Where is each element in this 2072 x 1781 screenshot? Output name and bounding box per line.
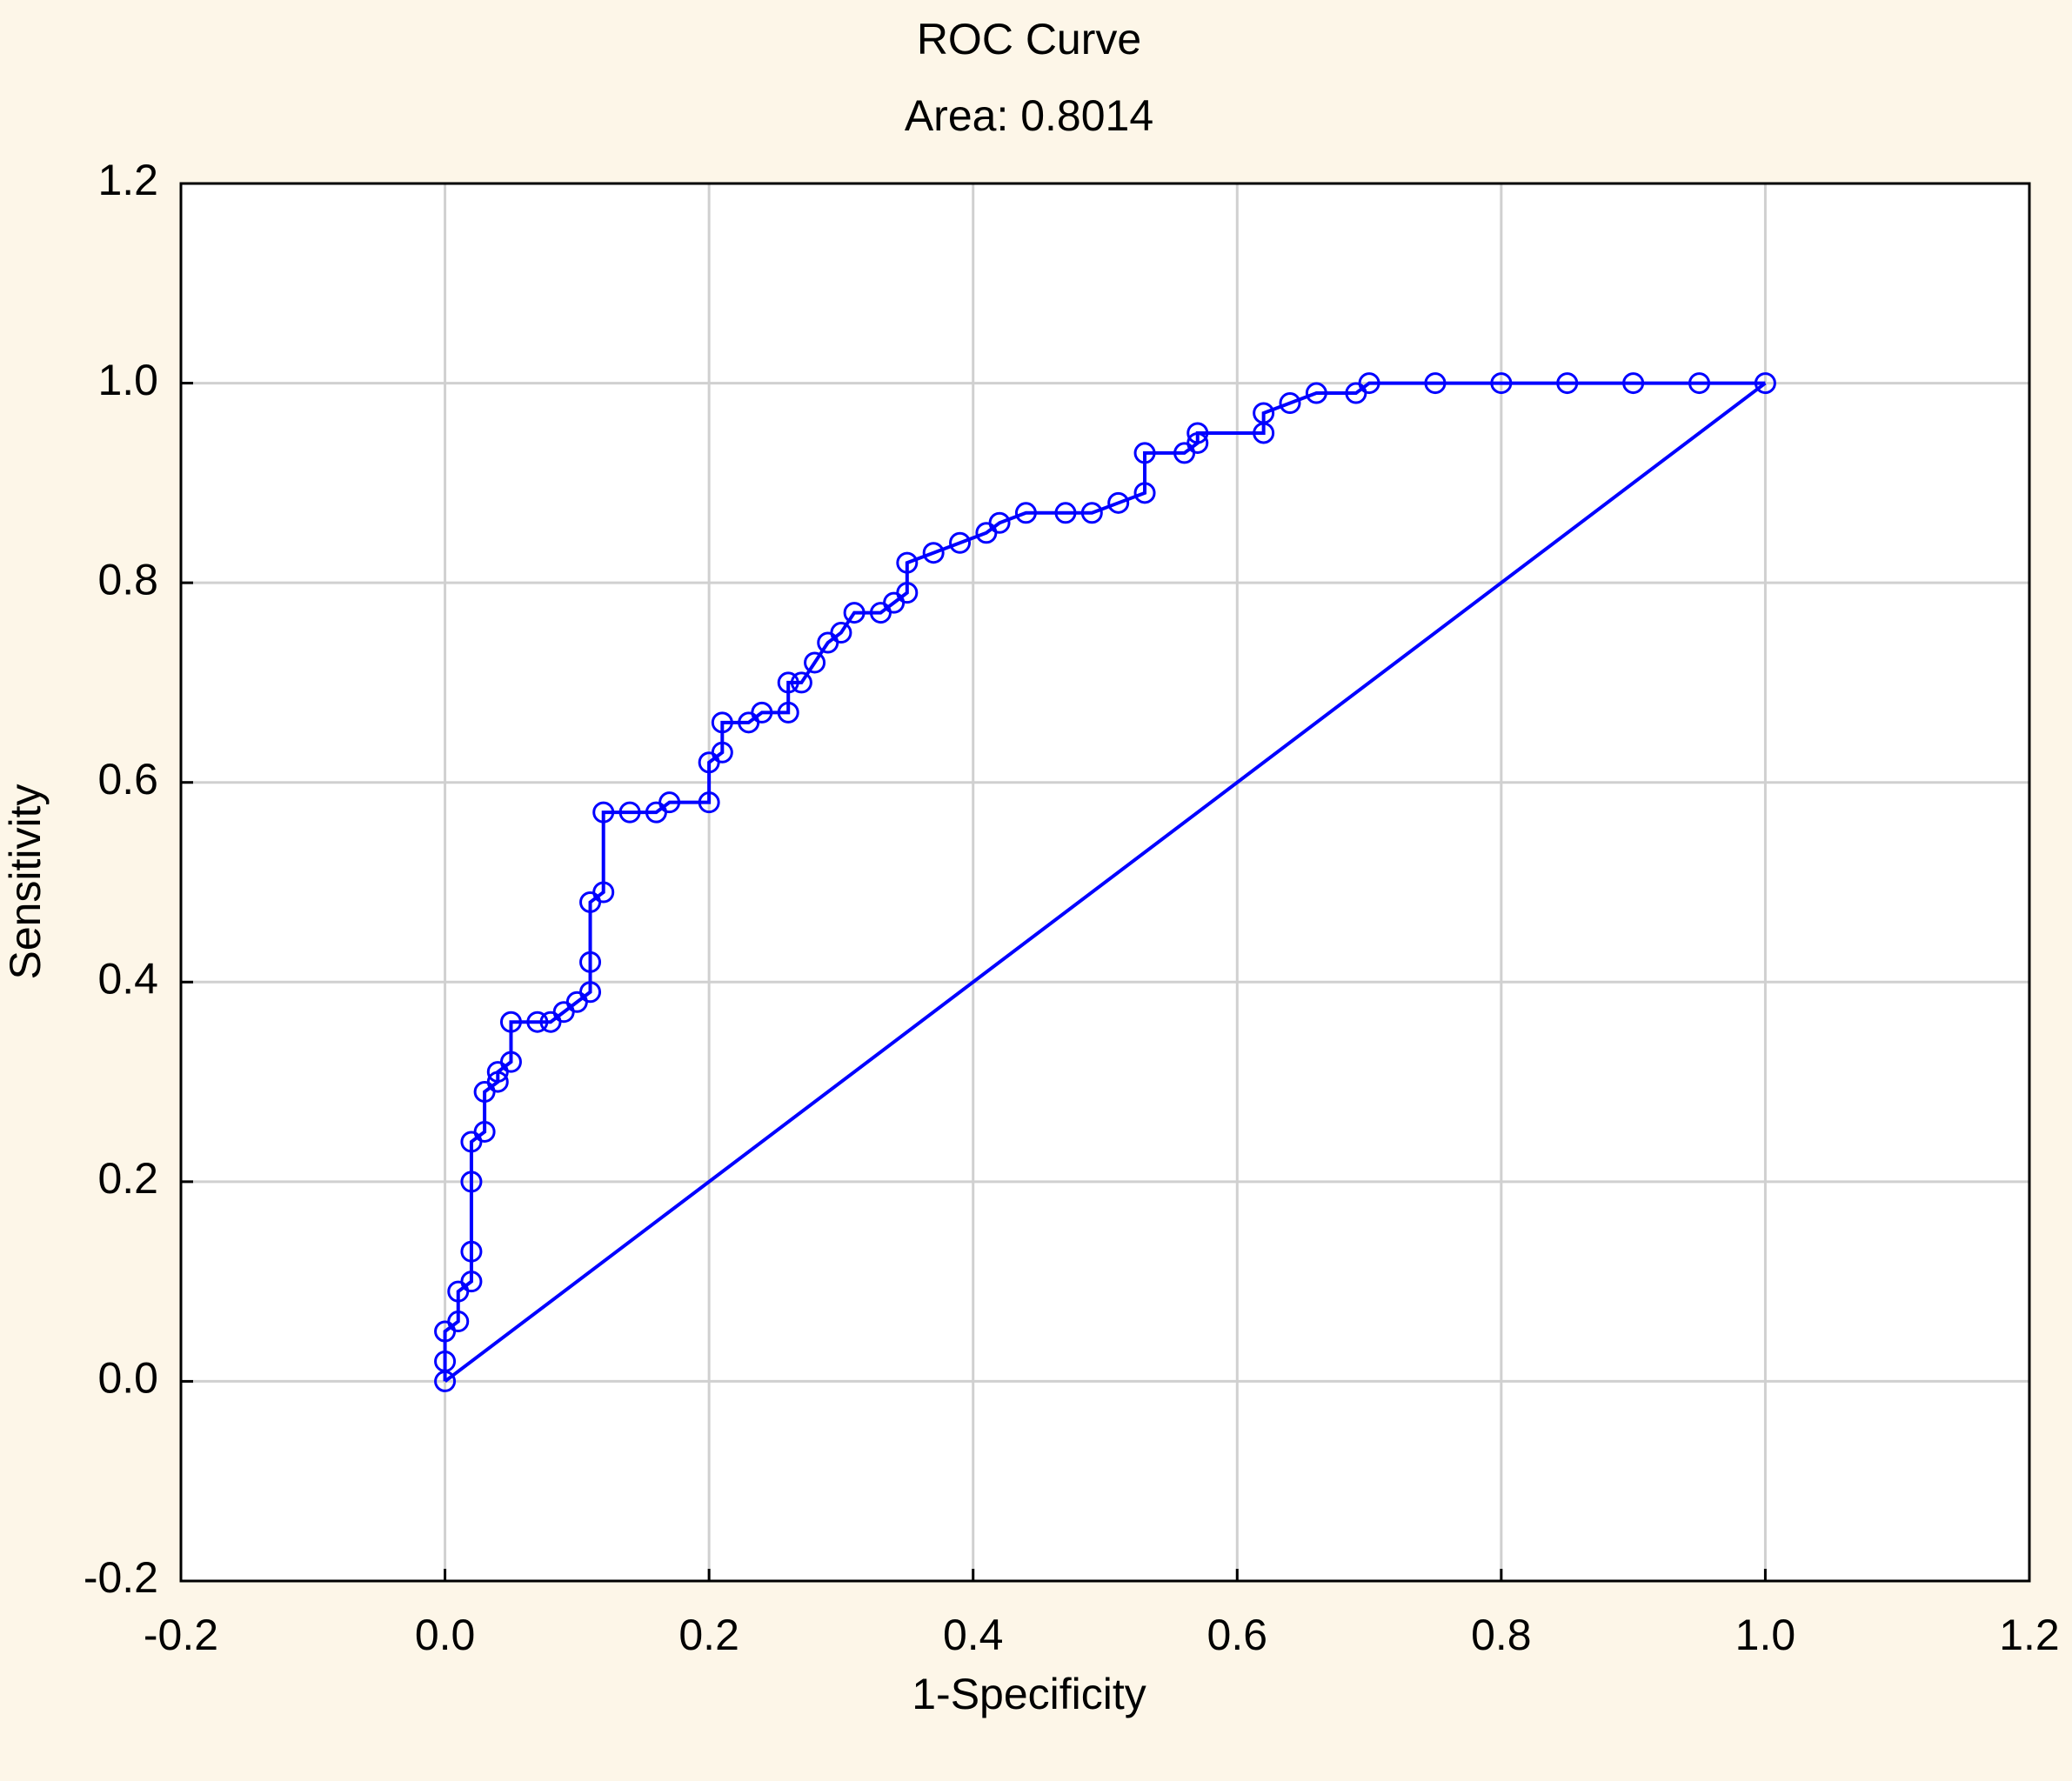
x-tick-label: 1.2 [1999,1611,2060,1659]
point-marker [1186,431,1209,454]
point-marker [777,671,799,694]
point-marker [592,881,615,904]
x-tick-label: 0.0 [415,1611,476,1659]
point-marker [949,531,972,554]
point-marker [896,551,919,574]
y-tick-label: 0.8 [97,555,158,604]
x-tick-label: 1.0 [1735,1611,1796,1659]
point-marker [658,791,681,814]
series-line [444,381,1767,1384]
x-tick-label: 0.4 [943,1611,1004,1659]
point-marker [434,1350,457,1372]
point-marker [1358,372,1380,395]
point-marker [592,801,615,824]
series-line [443,381,1766,1382]
point-marker [711,741,733,764]
y-tick-label: 0.4 [97,954,158,1003]
point-marker [499,1051,522,1073]
point-marker [1133,482,1156,504]
point-marker [790,671,812,694]
point-marker [988,511,1011,534]
point-marker [499,1011,522,1033]
point-marker [1490,372,1513,395]
point-marker [1279,392,1301,415]
y-tick-label: 0.0 [97,1354,158,1403]
point-marker [1688,372,1711,395]
point-marker [896,582,919,604]
point-marker [1107,491,1130,514]
point-marker [460,1171,483,1193]
point-marker [698,791,720,814]
point-marker [1014,502,1037,524]
point-marker [1556,372,1579,395]
x-tick-label: 0.6 [1207,1611,1268,1659]
point-marker [473,1120,496,1143]
y-tick-label: 0.2 [97,1154,158,1203]
point-marker [460,1271,483,1293]
point-marker [843,602,866,624]
point-marker [830,622,852,644]
x-tick-label: 0.8 [1471,1611,1532,1659]
point-marker [1186,422,1209,444]
chart-subtitle: Area: 0.8014 [905,91,1153,140]
point-marker [579,951,602,973]
x-tick-label: -0.2 [144,1611,218,1659]
point-marker [922,542,945,564]
point-marker [618,801,641,824]
point-marker [460,1240,483,1263]
y-tick-label: 0.6 [97,755,158,804]
point-marker [1305,382,1327,404]
y-axis-label: Sensitivity [1,784,50,979]
y-tick-label: -0.2 [84,1553,158,1602]
point-marker [1754,372,1776,395]
point-marker [1054,502,1077,524]
point-marker [711,711,733,734]
point-marker [777,701,799,724]
point-marker [1080,502,1103,524]
x-tick-label: 0.2 [678,1611,739,1659]
point-marker [751,701,773,724]
x-axis-label: 1-Specificity [912,1670,1146,1718]
y-tick-label: 1.2 [97,156,158,204]
point-marker [526,1011,549,1033]
point-marker [1133,442,1156,464]
point-marker [1424,372,1447,395]
plot-frame [179,182,2031,1583]
point-marker [579,981,602,1004]
y-tick-label: 1.0 [97,356,158,404]
point-marker [1622,372,1645,395]
point-marker [486,1071,509,1093]
point-marker [447,1311,470,1333]
point-marker [804,651,826,674]
chart-title: ROC Curve [917,15,1141,63]
point-marker [1253,402,1275,424]
